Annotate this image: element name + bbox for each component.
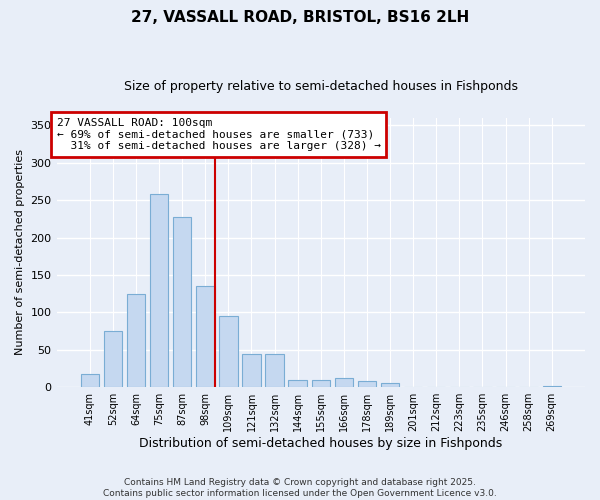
Text: 27, VASSALL ROAD, BRISTOL, BS16 2LH: 27, VASSALL ROAD, BRISTOL, BS16 2LH: [131, 10, 469, 25]
Bar: [311, 380, 330, 387]
Y-axis label: Number of semi-detached properties: Number of semi-detached properties: [15, 150, 25, 356]
Bar: [542, 386, 561, 387]
Bar: [80, 374, 99, 387]
Bar: [242, 354, 261, 387]
Bar: [196, 286, 215, 387]
X-axis label: Distribution of semi-detached houses by size in Fishponds: Distribution of semi-detached houses by …: [139, 437, 502, 450]
Bar: [127, 294, 145, 387]
Bar: [150, 194, 169, 387]
Text: Contains HM Land Registry data © Crown copyright and database right 2025.
Contai: Contains HM Land Registry data © Crown c…: [103, 478, 497, 498]
Bar: [104, 331, 122, 387]
Bar: [358, 381, 376, 387]
Bar: [219, 316, 238, 387]
Bar: [289, 380, 307, 387]
Bar: [173, 216, 191, 387]
Bar: [335, 378, 353, 387]
Text: 27 VASSALL ROAD: 100sqm
← 69% of semi-detached houses are smaller (733)
  31% of: 27 VASSALL ROAD: 100sqm ← 69% of semi-de…: [56, 118, 380, 151]
Title: Size of property relative to semi-detached houses in Fishponds: Size of property relative to semi-detach…: [124, 80, 518, 93]
Bar: [265, 354, 284, 387]
Bar: [381, 384, 400, 387]
